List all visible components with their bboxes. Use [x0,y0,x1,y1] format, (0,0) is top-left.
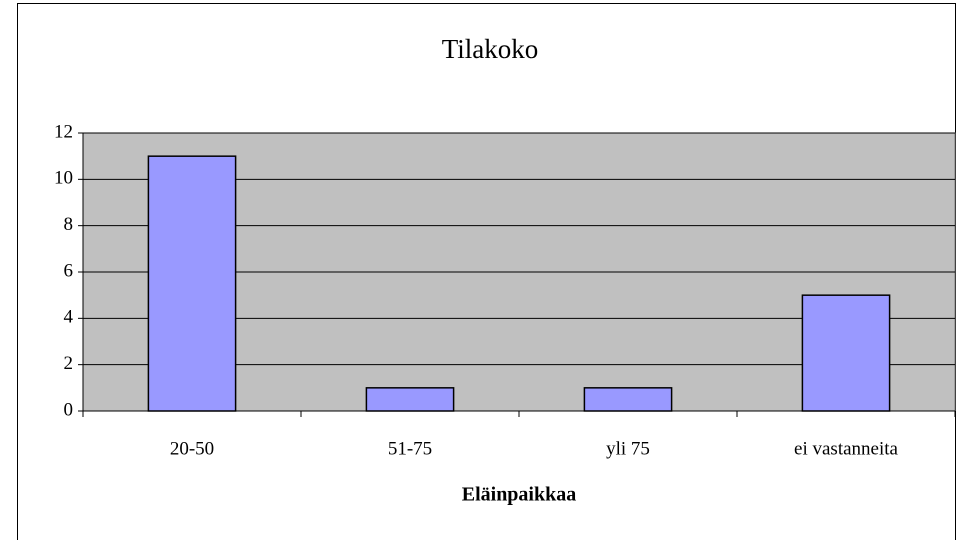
x-axis-label: Eläinpaikkaa [462,484,577,506]
x-tick-label: 20-50 [170,438,214,459]
bar [801,294,891,412]
x-tick-label: ei vastanneita [794,438,898,459]
chart-title: Tilakoko [442,34,539,64]
x-tick-label: yli 75 [606,438,650,459]
bar [147,155,237,412]
y-tick-label: 10 [54,168,73,189]
y-tick-label: 12 [54,121,73,142]
y-tick-label: 4 [64,307,74,328]
y-tick-label: 2 [64,353,74,374]
y-tick-label: 8 [64,214,74,235]
y-tick-label: 0 [64,399,74,420]
bar [583,387,673,412]
bar [365,387,455,412]
y-tick-label: 6 [64,260,74,281]
x-tick-label: 51-75 [388,438,432,459]
